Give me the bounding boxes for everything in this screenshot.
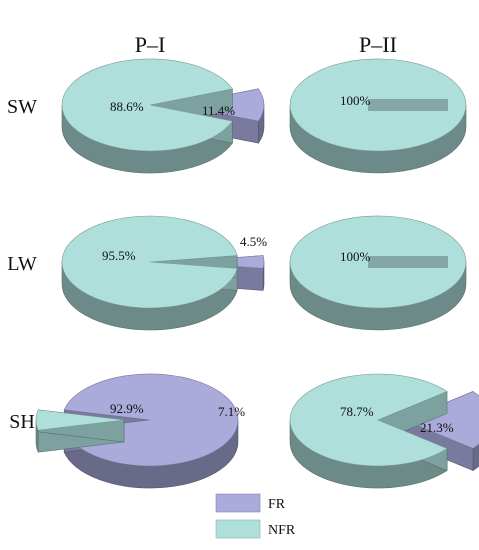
pie-marker [368, 99, 448, 111]
row-header-lw: LW [7, 253, 37, 275]
pie-lw-p-i: 4.5% 95.5% [61, 215, 267, 331]
slice-label-fr: 21.3% [420, 420, 454, 435]
pie-slice-nfr [289, 373, 448, 467]
pie-sw-p-ii: 100% [289, 58, 467, 174]
pie-sw-p-i: 11.4% 88.6% [61, 58, 265, 174]
slice-label-nfr: 78.7% [340, 404, 374, 419]
row-header-sw: SW [7, 96, 37, 118]
pie-lw-p-ii: 100% [289, 215, 467, 331]
column-header-p-ii: P–II [359, 32, 397, 57]
slice-label-fr: 11.4% [202, 103, 235, 118]
slice-label-nfr: 100% [340, 249, 371, 264]
legend-swatch-fr [215, 493, 261, 513]
legend-label-fr: FR [268, 497, 286, 512]
pie-slice-nfr [61, 215, 238, 309]
legend-label-nfr: NFR [268, 523, 296, 538]
slice-label-nfr: 88.6% [110, 99, 144, 114]
legend-swatch-nfr [215, 519, 261, 539]
row-header-sh: SH [9, 411, 35, 433]
slice-label-fr: 92.9% [110, 401, 144, 416]
pie-sh-p-ii: 21.3% 78.7% [289, 373, 479, 489]
column-header-p-i: P–I [135, 32, 166, 57]
pie-marker [368, 256, 448, 268]
slice-label-fr: 4.5% [240, 234, 267, 249]
pie-slice-nfr [61, 58, 233, 152]
pie-sh-p-i: 92.9% 7.1% [35, 373, 245, 489]
slice-label-nfr: 7.1% [218, 404, 245, 419]
legend: FR NFR [215, 493, 296, 539]
pie-slice-nfr [35, 409, 125, 431]
slice-label-nfr: 100% [340, 93, 371, 108]
slice-label-nfr: 95.5% [102, 248, 136, 263]
